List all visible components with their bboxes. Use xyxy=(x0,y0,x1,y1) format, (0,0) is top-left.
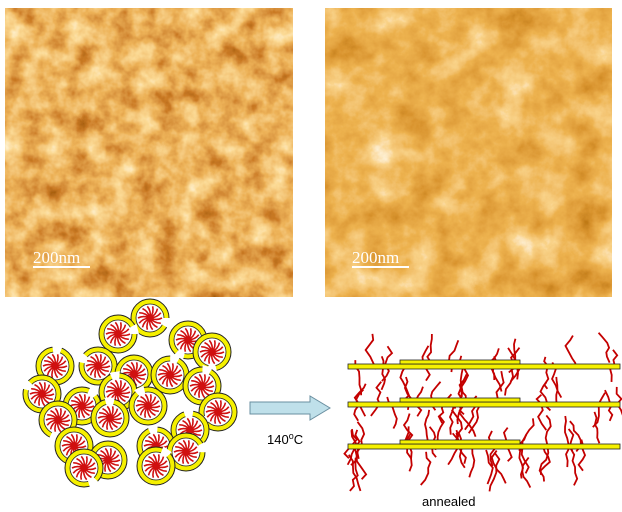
arrow-label: 140oC xyxy=(267,431,303,447)
lamella xyxy=(348,402,620,407)
lamella xyxy=(400,398,520,402)
lamella xyxy=(348,364,620,369)
page: {"panels": [{"scale_bar": "200nm"}, {"sc… xyxy=(0,0,622,512)
lamella xyxy=(400,440,520,444)
arrow xyxy=(250,396,330,420)
lamellar-structure xyxy=(344,333,622,492)
polymer-chain xyxy=(371,382,381,416)
polymer-chain xyxy=(556,377,557,404)
caption: annealed xyxy=(422,494,476,509)
temp: 140 xyxy=(267,432,289,447)
figure: 200nm 200nm 140oC annealed xyxy=(0,0,622,512)
scale-bar-label: 200nm xyxy=(33,248,80,267)
polymer-chain xyxy=(599,333,610,363)
polymer-chain xyxy=(382,356,386,390)
polymer-chain xyxy=(537,395,547,430)
polymer-chain xyxy=(593,393,605,427)
polymer-chain xyxy=(421,452,431,485)
micelle xyxy=(65,449,103,488)
scale-bar-label: 200nm xyxy=(352,248,399,267)
polymer-chain xyxy=(486,450,493,484)
micelle-cluster xyxy=(22,299,237,488)
lamella xyxy=(400,360,520,364)
polymer-chain xyxy=(565,336,575,369)
polymer-chain xyxy=(425,410,429,442)
lamella xyxy=(348,444,620,449)
polymer-chain xyxy=(571,449,577,486)
temp-unit: C xyxy=(294,432,303,447)
micelle xyxy=(137,446,175,485)
micelle xyxy=(193,333,231,372)
